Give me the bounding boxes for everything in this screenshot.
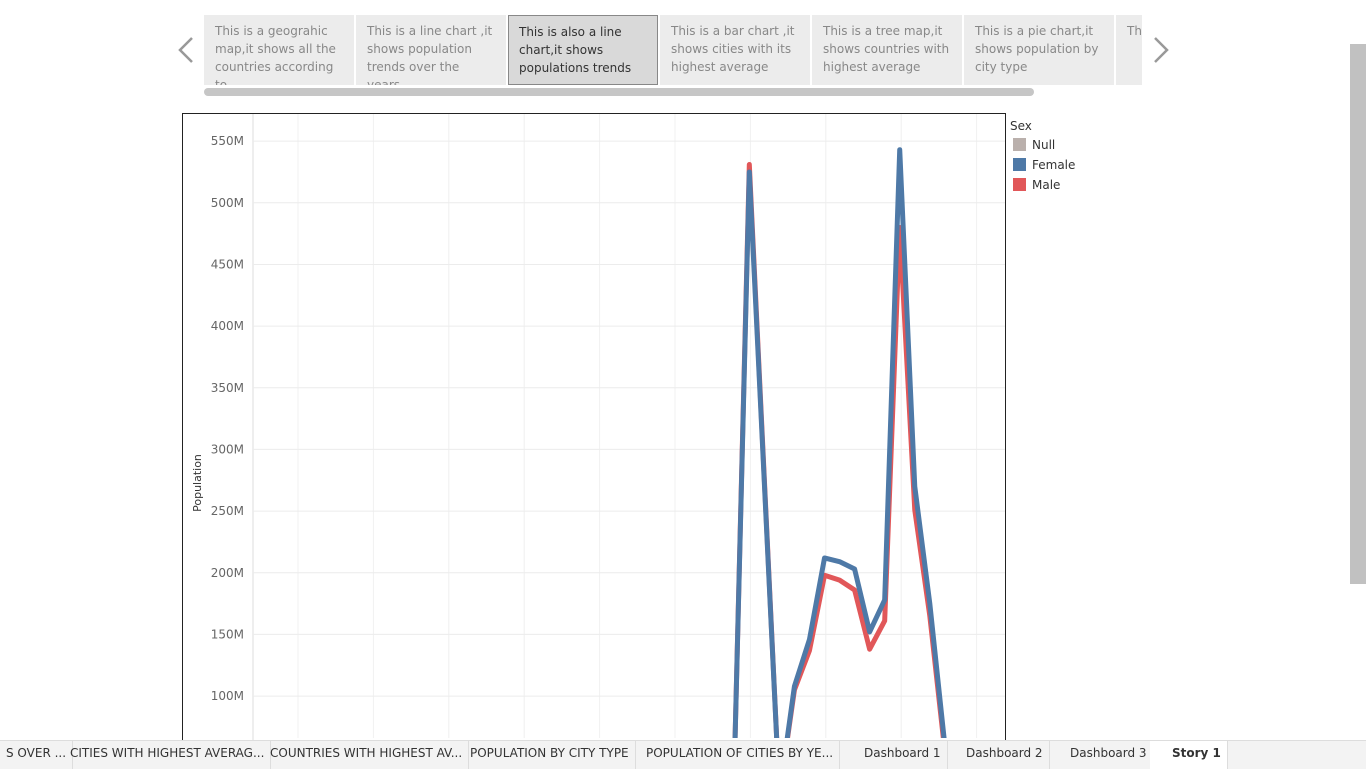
y-tick-label: 150M [211,627,244,641]
y-tick-label: 250M [211,504,244,518]
y-tick-label: 350M [211,381,244,395]
story-caption[interactable]: This is a bar chart ,it shows cities wit… [660,15,810,85]
y-tick-label: 100M [211,689,244,703]
story-caption[interactable]: This is a pie chart,it shows population … [964,15,1114,85]
legend-swatch [1013,138,1026,151]
sheet-tab[interactable]: POPULATION BY CITY TYPE [464,741,636,769]
legend-title: Sex [1010,119,1032,133]
story-caption[interactable]: This is a geograhic map,it shows all the… [204,15,354,85]
y-tick-label: 400M [211,319,244,333]
y-axis-title: Population [191,454,204,512]
legend-swatch [1013,178,1026,191]
y-tick-label: 300M [211,442,244,456]
next-arrow[interactable] [1154,37,1169,63]
story-caption[interactable]: Thi exp poo [1116,15,1142,85]
sheet-tab[interactable]: Dashboard 1 [842,741,948,769]
y-tick-label: 550M [211,134,244,148]
sheet-tabs: S OVER ... CITIES WITH HIGHEST AVERAG... C… [0,740,1366,769]
y-tick-label: 200M [211,566,244,580]
story-captions: This is a geograhic map,it shows all the… [204,15,1142,85]
sheet-tab[interactable]: CITIES WITH HIGHEST AVERAG... [64,741,272,769]
y-tick-label: 500M [211,196,244,210]
prev-arrow[interactable] [178,37,193,63]
y-tick-label: 450M [211,257,244,271]
legend-label: Null [1032,138,1055,152]
story-caption[interactable]: This is a line chart ,it shows populatio… [356,15,506,85]
legend-label: Male [1032,178,1060,192]
sheet-tab[interactable]: S OVER ... [0,741,74,769]
chart-frame [182,113,1006,740]
story-caption[interactable]: This is also a line chart,it shows popul… [508,15,658,85]
scrollbar[interactable] [204,88,1034,96]
sheet-tab[interactable]: Dashboard 3 [1048,741,1154,769]
sheet-tab[interactable]: COUNTRIES WITH HIGHEST AV... [264,741,470,769]
series-line [732,147,947,738]
page-scrollbar[interactable] [1350,44,1366,584]
sheet-tab[interactable]: Story 1 [1150,741,1228,769]
legend-swatch [1013,158,1026,171]
story-caption[interactable]: This is a tree map,it shows countries wi… [812,15,962,85]
sheet-tab[interactable]: POPULATION OF CITIES BY YE... [640,741,841,769]
chart: Population Sex 100M 150M 200M 250M 300M 350M 4… [178,37,1366,740]
legend-label: Female [1032,158,1075,172]
sheet-tab[interactable]: Dashboard 2 [944,741,1050,769]
